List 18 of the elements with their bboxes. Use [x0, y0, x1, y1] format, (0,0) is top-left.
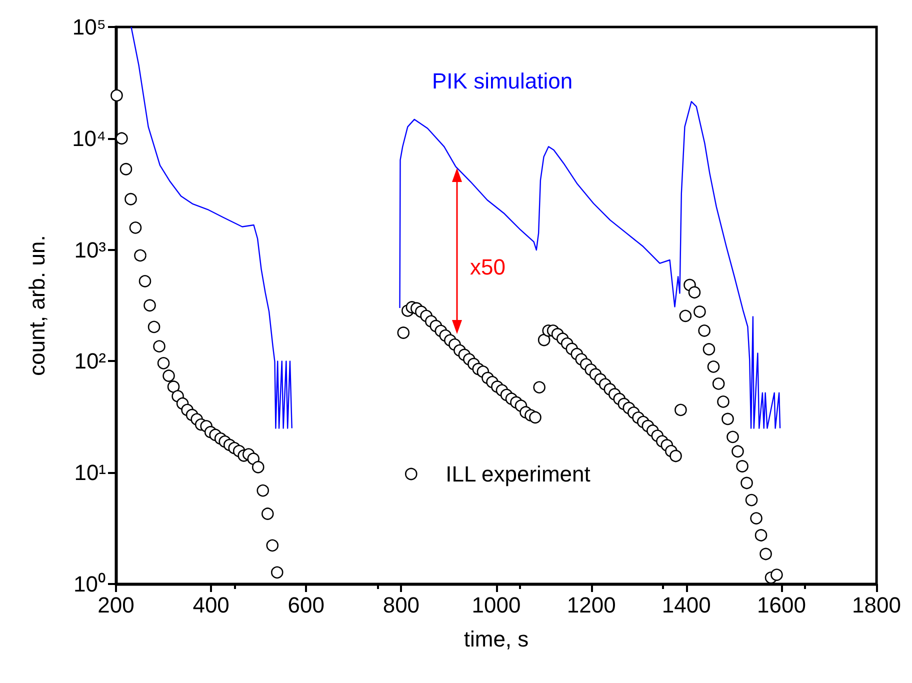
y-tick-label: 10² [74, 348, 106, 374]
x-tick-label: 400 [192, 592, 230, 618]
x-tick-label: 1000 [472, 592, 521, 618]
x-tick-label: 600 [288, 592, 324, 618]
x-tick-label: 1200 [566, 592, 616, 618]
x-tick-label: 1800 [852, 592, 902, 618]
y-tick-label: 10³ [74, 237, 106, 262]
x-tick-label: 1600 [756, 592, 806, 618]
y-tick-label: 10⁵ [72, 14, 106, 40]
series-label: PIK simulation [432, 68, 573, 94]
legend-label: ILL experiment [446, 462, 590, 486]
y-axis-title: count, arb. un. [24, 235, 50, 376]
annotation: x50 [470, 254, 506, 280]
x-tick-label: 1400 [662, 592, 711, 618]
y-tick-label: 10⁴ [72, 126, 106, 151]
y-tick-label: 10¹ [74, 460, 106, 486]
x-tick-label: 800 [382, 592, 420, 618]
x-axis-title: time, s [464, 626, 529, 652]
